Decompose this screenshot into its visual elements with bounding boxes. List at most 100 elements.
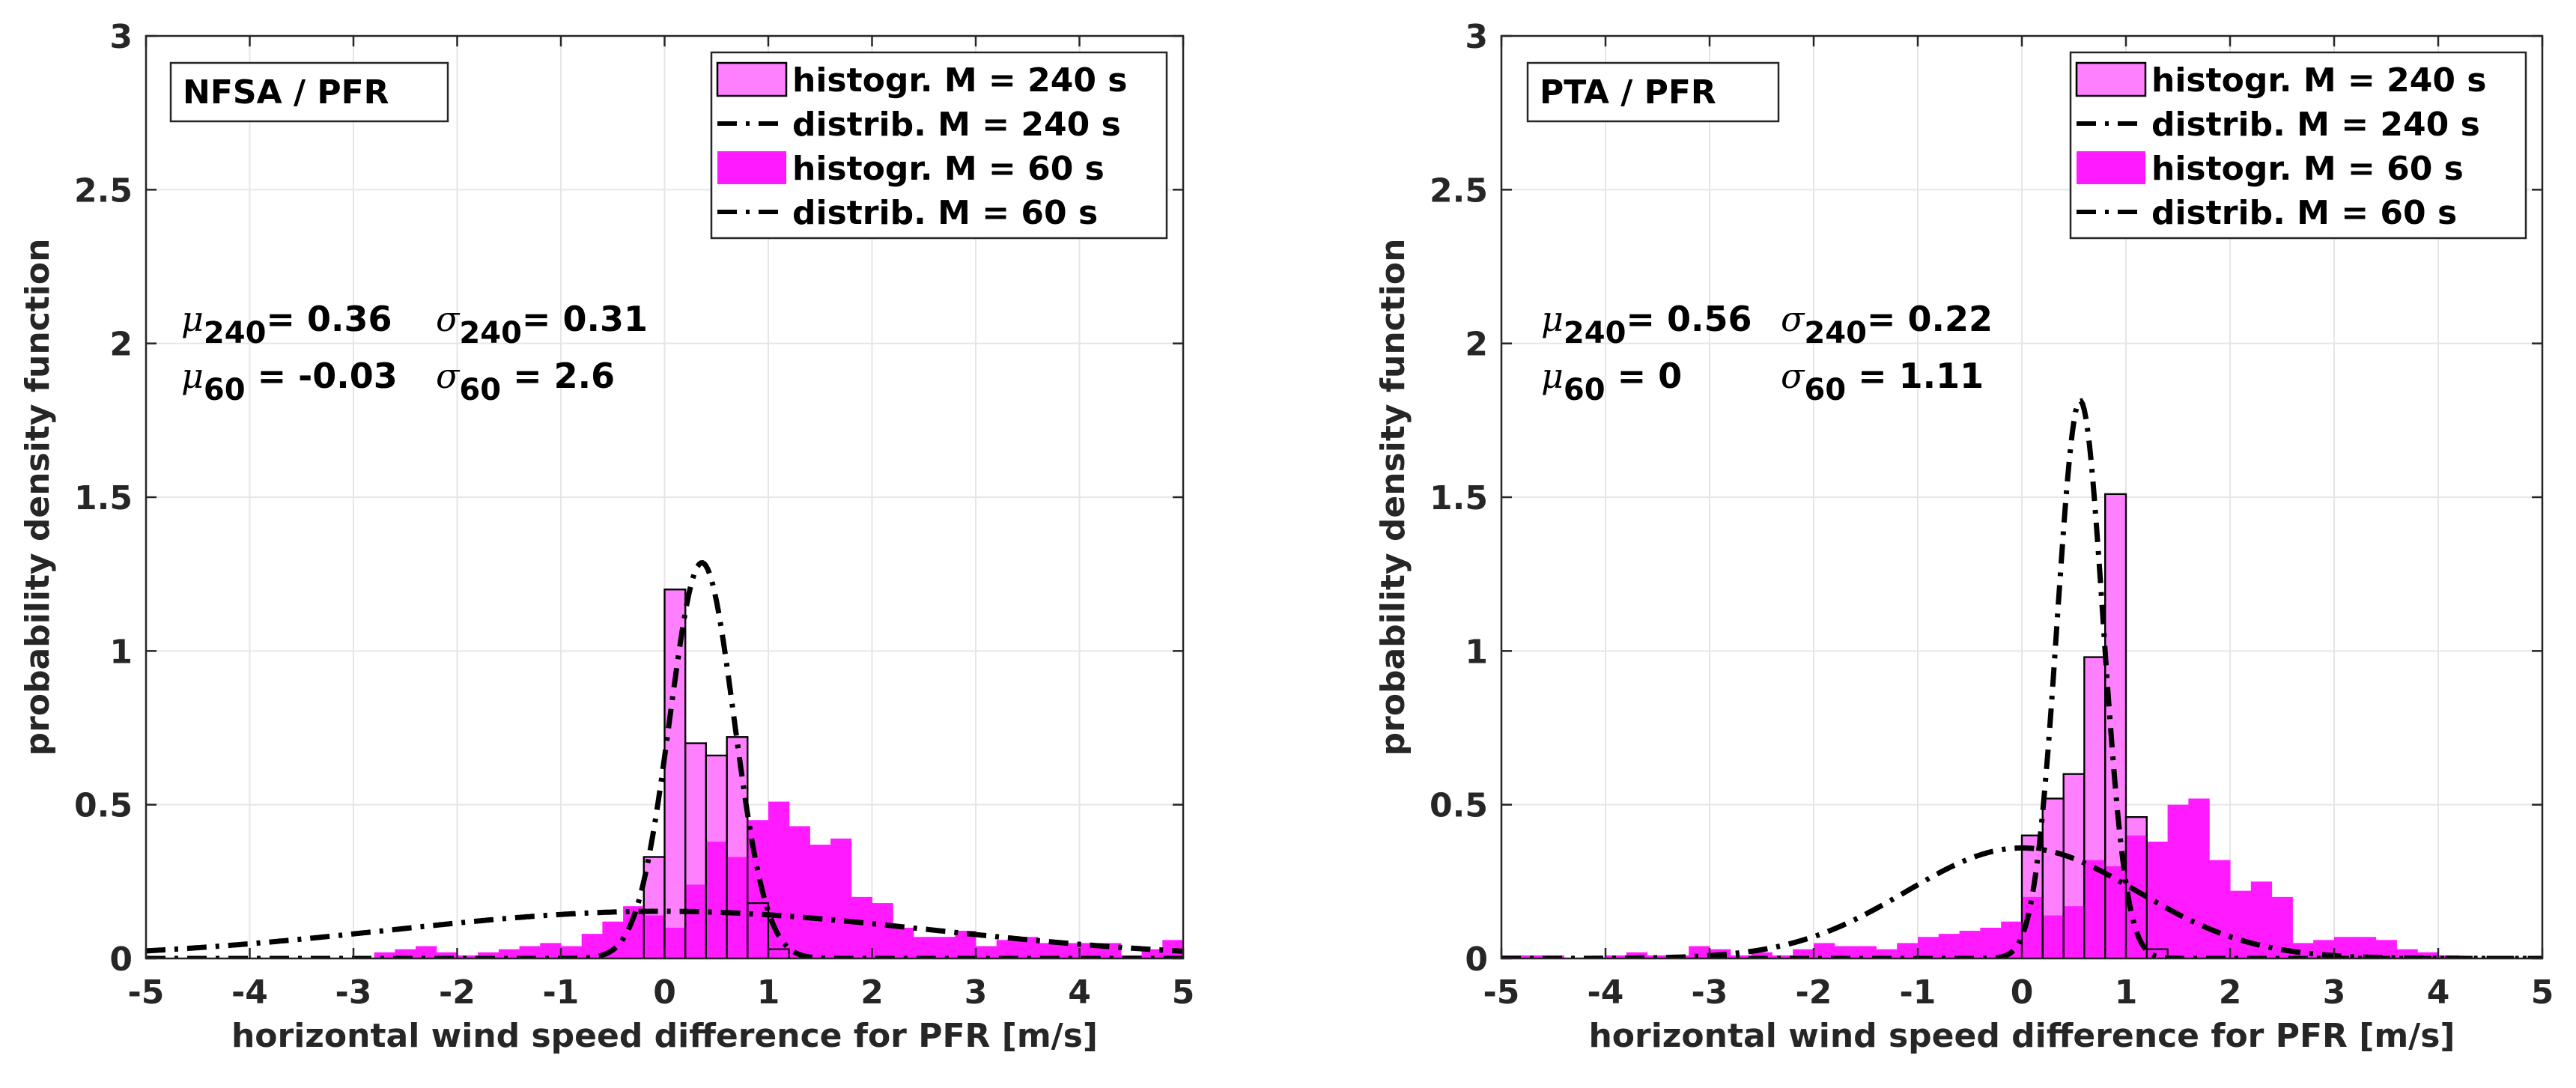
bar-hist60	[1980, 927, 2002, 958]
y-tick-label: 2	[109, 326, 133, 364]
x-tick-label: -2	[1796, 973, 1832, 1012]
legend-entry: distrib. M = 240 s	[2151, 106, 2480, 144]
plot-area	[146, 560, 1328, 958]
bar-hist60	[2209, 860, 2231, 958]
stat-sigma60-subscript: 60	[1804, 373, 1846, 407]
bar-hist60	[1751, 952, 1772, 958]
bar-hist60	[1897, 943, 1919, 958]
y-axis-label: probability density function	[1374, 239, 1412, 756]
x-tick-label: -3	[335, 973, 372, 1012]
x-tick-label: -4	[1588, 973, 1624, 1012]
bar-hist60	[685, 884, 707, 958]
panel-label-box: PTA / PFR	[1526, 61, 1780, 123]
panel-nfsa: -5 -4 -3 -2 -1 0 1 2 3 4 5 0 0.5 1 1.5 2 2.5 3 horizontal …	[19, 18, 1328, 1055]
bar-hist60	[1938, 934, 1960, 958]
bar-hist60	[1647, 955, 1668, 958]
legend: histogr. M = 240 s distrib. M = 240 s hist…	[2069, 51, 2527, 240]
legend-entry: distrib. M = 60 s	[792, 194, 1098, 232]
bar-hist60	[830, 838, 852, 958]
x-tick-label: 0	[653, 973, 676, 1012]
stat-sigma60-value: = 1.11	[1846, 356, 1984, 396]
stat-sigma240-subscript: 240	[1804, 316, 1867, 350]
stat-sigma240-symbol: σ	[436, 299, 461, 339]
stat-mu60-value: = 0	[1606, 356, 1683, 396]
stat-sigma240-symbol: σ	[1781, 299, 1805, 339]
y-tick-label: 2.5	[1430, 171, 1488, 210]
x-tick-label: 5	[2531, 973, 2554, 1012]
y-tick-label: 1	[1465, 633, 1488, 671]
x-tick-label: 2	[2219, 973, 2242, 1012]
stat-sigma60: σ60 = 2.6	[436, 356, 615, 407]
bar-hist60	[664, 927, 686, 958]
panel-label-frame	[169, 61, 449, 123]
stat-mu240-symbol: μ	[1541, 299, 1564, 339]
bar-hist60	[976, 946, 997, 958]
bar-hist60	[851, 896, 872, 958]
bar-hist240-edge	[726, 736, 749, 958]
x-tick-label: 3	[965, 973, 988, 1012]
bar-hist60	[1689, 946, 1710, 958]
bar-hist60	[643, 915, 665, 958]
bar-hist60	[2167, 804, 2189, 958]
bar-hist60	[1814, 943, 1835, 958]
bar-hist60	[2063, 906, 2085, 958]
x-tick-label: -3	[1692, 973, 1728, 1012]
x-tick-label: 3	[2323, 973, 2346, 1012]
bar-hist60	[1287, 943, 1308, 958]
legend-frame	[2069, 51, 2527, 240]
y-tick-label: 2	[1465, 326, 1488, 364]
stat-mu60-value: = -0.03	[246, 356, 398, 396]
bar-hist60	[1224, 937, 1245, 958]
y-tick-label: 0.5	[74, 787, 133, 825]
stat-sigma240: σ240= 0.22	[1781, 299, 1993, 350]
legend-entry: distrib. M = 60 s	[2151, 194, 2457, 232]
bar-hist60	[1307, 949, 1328, 958]
series-line-dist60	[146, 908, 1183, 954]
panel-label: PTA / PFR	[1540, 73, 1716, 112]
stat-mu240: μ240= 0.36	[181, 299, 392, 350]
x-tick-label: 2	[860, 973, 884, 1012]
stat-mu240-value: = 0.36	[266, 299, 392, 339]
bar-hist60	[1626, 952, 1648, 958]
bar-hist60	[2188, 798, 2210, 958]
y-tick-label: 0.5	[1430, 787, 1488, 825]
legend-entry: histogr. M = 60 s	[2151, 150, 2464, 188]
stat-mu60: μ60 = -0.03	[181, 356, 398, 407]
y-tick-label: 3	[109, 18, 133, 56]
bar-hist60	[996, 940, 1018, 958]
stat-mu240-value: = 0.56	[1626, 299, 1752, 339]
legend-swatch-hist60	[717, 151, 786, 184]
bar-hist60	[2230, 890, 2252, 958]
bar-hist60	[1183, 928, 1204, 958]
legend-swatch-hist60	[2077, 151, 2145, 184]
stat-mu240-subscript: 240	[204, 316, 267, 350]
x-tick-label: 1	[757, 973, 780, 1012]
bar-hist60	[478, 952, 499, 958]
stat-mu60-subscript: 60	[1564, 373, 1606, 407]
bar-hist60	[1058, 943, 1080, 958]
bar-hist60	[1266, 922, 1287, 958]
bar-hist60	[561, 946, 583, 958]
bar-hist60	[1834, 946, 1856, 958]
stat-sigma60-subscript: 60	[459, 373, 501, 407]
x-tick-label: 0	[2011, 973, 2034, 1012]
bar-hist60	[540, 943, 562, 958]
legend-entry: histogr. M = 240 s	[2151, 61, 2486, 100]
bar-hist60	[374, 952, 395, 958]
plot-area	[1501, 398, 2542, 958]
bar-hist60	[934, 937, 956, 958]
bar-hist60	[1772, 955, 1793, 958]
stat-mu240: μ240= 0.56	[1541, 299, 1752, 350]
legend-entry: histogr. M = 240 s	[792, 61, 1127, 100]
bar-hist60	[705, 841, 728, 958]
stat-sigma240-value: = 0.31	[522, 299, 648, 339]
stat-sigma60-symbol: σ	[436, 356, 461, 396]
x-axis-label: horizontal wind speed difference for PFR…	[231, 1017, 1098, 1055]
axes: -5 -4 -3 -2 -1 0 1 2 3 4 5 0 0.5 1 1.5 2 2.5 3	[1430, 18, 2554, 1012]
bar-hist60	[1204, 928, 1225, 958]
axes: -5 -4 -3 -2 -1 0 1 2 3 4 5 0 0.5 1 1.5 2 2.5 3	[74, 18, 1194, 1012]
bar-hist60	[2084, 860, 2106, 958]
y-tick-label: 1	[109, 633, 133, 671]
x-tick-label: -4	[231, 973, 268, 1012]
stat-sigma60: σ60 = 1.11	[1781, 356, 1984, 407]
